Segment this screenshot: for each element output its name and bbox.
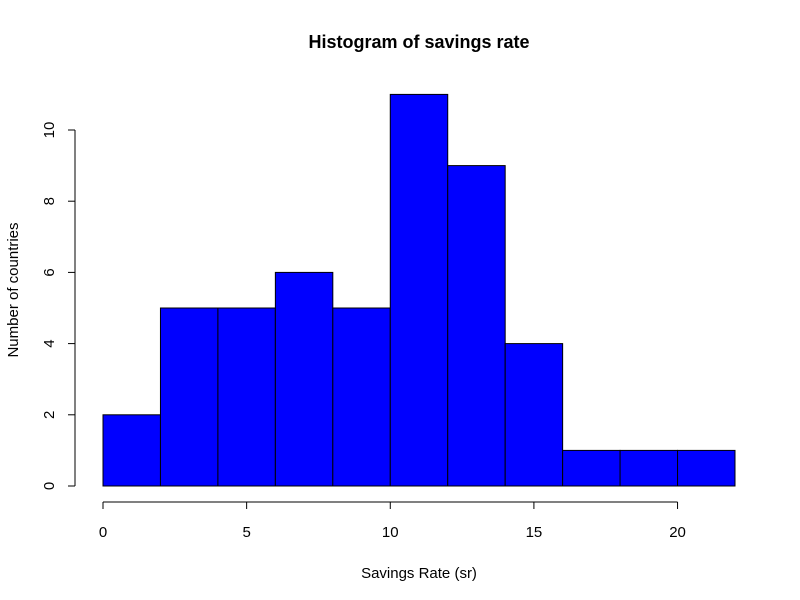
x-tick-label: 10 bbox=[382, 524, 399, 541]
x-tick-label: 5 bbox=[242, 524, 250, 541]
x-axis-ticks: 0 5 10 15 20 bbox=[99, 502, 686, 541]
y-tick-label: 10 bbox=[41, 122, 58, 139]
y-tick-label: 4 bbox=[41, 339, 58, 347]
chart-title: Histogram of savings rate bbox=[308, 32, 529, 52]
histogram-bar-6 bbox=[447, 165, 506, 487]
x-tick-label: 0 bbox=[99, 524, 107, 541]
x-axis-label: Savings Rate (sr) bbox=[361, 565, 477, 582]
histogram-bar-1 bbox=[159, 307, 219, 487]
histogram-bar-8 bbox=[562, 449, 621, 487]
y-tick-label: 8 bbox=[41, 197, 58, 205]
y-axis-ticks: 0 2 4 6 8 10 bbox=[41, 122, 75, 490]
histogram-bar-4 bbox=[332, 307, 391, 487]
histogram-bar-10 bbox=[677, 449, 736, 487]
x-tick-label: 20 bbox=[669, 524, 686, 541]
bars-group bbox=[102, 93, 736, 487]
y-tick-label: 6 bbox=[41, 268, 58, 276]
y-tick-label: 2 bbox=[41, 411, 58, 419]
histogram-bar-2 bbox=[217, 307, 276, 487]
histogram-bar-7 bbox=[504, 343, 564, 487]
histogram-bar-9 bbox=[619, 449, 679, 487]
histogram-bar-3 bbox=[274, 271, 334, 487]
histogram-bar-5 bbox=[389, 93, 449, 487]
y-tick-label: 0 bbox=[41, 482, 58, 490]
x-tick-label: 15 bbox=[526, 524, 543, 541]
histogram-bar-0 bbox=[102, 414, 161, 487]
y-axis-label: Number of countries bbox=[5, 222, 22, 357]
